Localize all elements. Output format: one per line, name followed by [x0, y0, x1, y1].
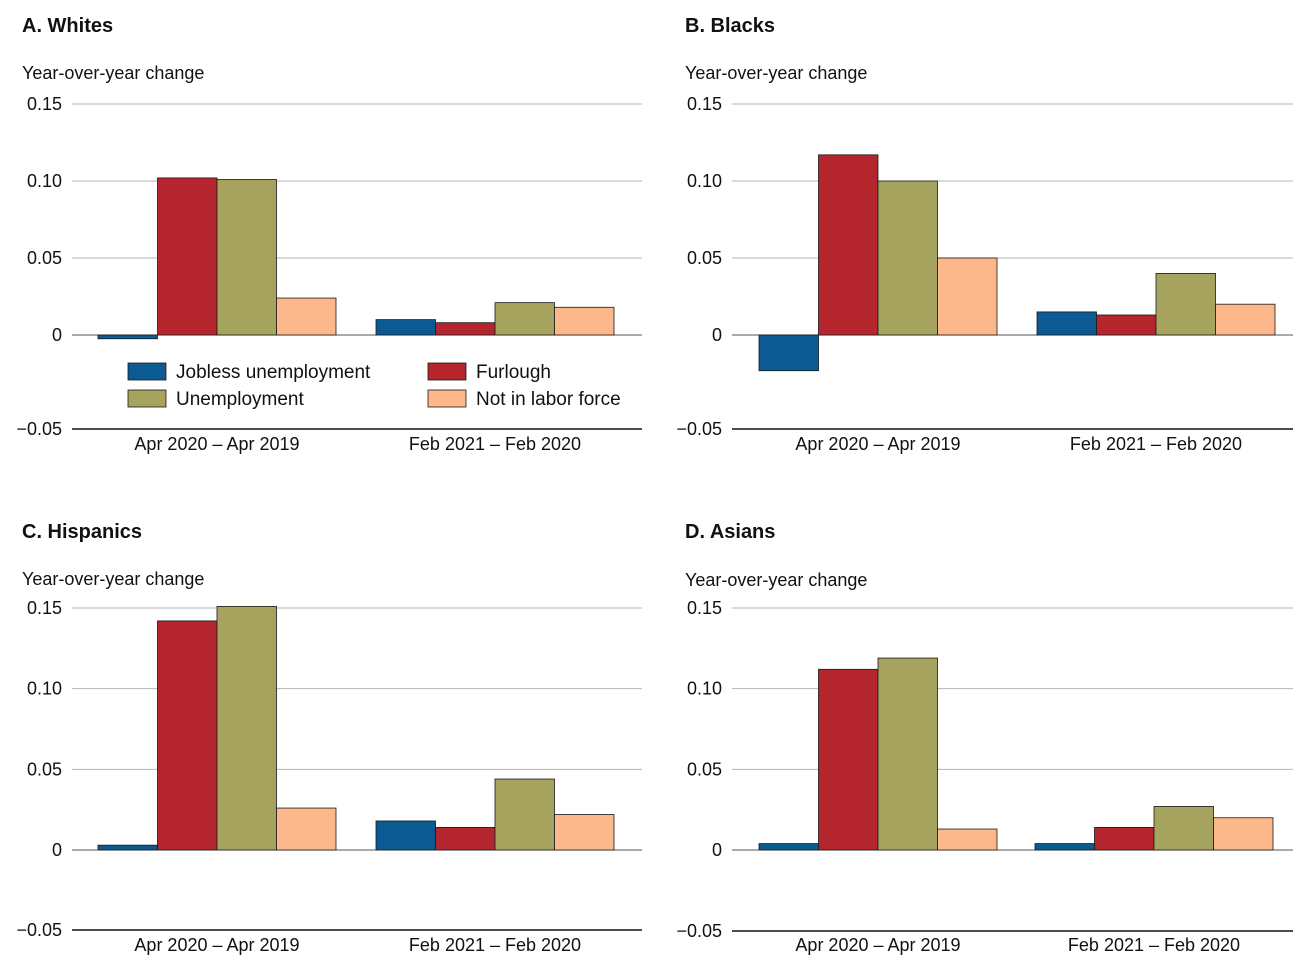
bar-nilf [937, 257, 998, 336]
bar-jobless [758, 843, 819, 851]
panel-title: A. Whites [22, 15, 113, 37]
bar-jobless [1036, 311, 1097, 336]
bar-furlough [818, 154, 879, 336]
legend: Jobless unemployment Furlough Unemployment… [127, 362, 621, 410]
x-category-label: Apr 2020 – Apr 2019 [795, 935, 960, 955]
bar-furlough [818, 668, 879, 851]
bar-nilf [937, 828, 998, 851]
y-tick-label: 0.10 [687, 679, 722, 699]
x-category-label: Feb 2021 – Feb 2020 [1068, 935, 1240, 955]
bar-furlough [157, 620, 218, 851]
panel-title: D. Asians [685, 521, 775, 543]
y-tick-label: 0.10 [27, 171, 62, 191]
panel-title: B. Blacks [685, 15, 775, 37]
bar-furlough [1094, 827, 1155, 851]
bar-nilf [276, 807, 337, 851]
legend-label: Not in labor force [476, 389, 621, 410]
y-tick-label: 0.15 [687, 94, 722, 114]
y-tick-label: 0.05 [687, 248, 722, 268]
bar-furlough [157, 177, 218, 336]
y-tick-label: 0.10 [27, 679, 62, 699]
bar-jobless [97, 844, 158, 851]
legend-label: Unemployment [176, 389, 304, 410]
y-tick-label: 0.05 [687, 759, 722, 779]
bar-unemployment [877, 180, 938, 336]
bar-unemployment [494, 778, 555, 851]
legend-label: Jobless unemployment [176, 362, 371, 383]
y-tick-label: 0.05 [27, 759, 62, 779]
x-category-label: Feb 2021 – Feb 2020 [1070, 434, 1242, 454]
chart-panel-2: B. Blacks Year-over-year change 0.15 0.10 0.… [676, 15, 1293, 454]
y-axis-label: Year-over-year change [685, 63, 867, 83]
y-tick-label: 0.10 [687, 171, 722, 191]
bar-furlough [1096, 314, 1157, 336]
x-category-label: Feb 2021 – Feb 2020 [409, 935, 581, 955]
bar-nilf [1213, 817, 1274, 851]
bar-unemployment [494, 302, 555, 336]
y-tick-label: 0 [712, 325, 722, 345]
bar-furlough [435, 322, 496, 336]
legend-swatch-jobless [127, 362, 167, 381]
x-category-label: Apr 2020 – Apr 2019 [134, 935, 299, 955]
y-tick-label: 0.05 [27, 248, 62, 268]
x-category-label: Apr 2020 – Apr 2019 [795, 434, 960, 454]
bar-unemployment [216, 605, 277, 851]
bar-furlough [435, 827, 496, 851]
bar-unemployment [216, 179, 277, 336]
x-category-label: Feb 2021 – Feb 2020 [409, 434, 581, 454]
y-tick-label: −0.05 [16, 419, 62, 439]
y-tick-label: −0.05 [676, 921, 722, 941]
chart-panel-1: A. Whites Year-over-year change 0.15 0.10 0.… [16, 15, 642, 454]
bar-jobless [375, 820, 436, 851]
y-tick-label: −0.05 [676, 419, 722, 439]
y-tick-label: 0.15 [687, 598, 722, 618]
chart-panel-3: C. Hispanics Year-over-year change 0.15 0.1… [16, 521, 642, 955]
legend-swatch-nilf [427, 389, 467, 408]
y-tick-label: 0 [52, 325, 62, 345]
legend-swatch-unemployment [127, 389, 167, 408]
y-axis-label: Year-over-year change [22, 569, 204, 589]
y-tick-label: −0.05 [16, 920, 62, 940]
bar-unemployment [877, 657, 938, 851]
panel-title: C. Hispanics [22, 521, 142, 543]
y-tick-label: 0 [52, 840, 62, 860]
y-axis-label: Year-over-year change [22, 63, 204, 83]
y-tick-label: 0 [712, 840, 722, 860]
bar-jobless [1034, 843, 1095, 851]
y-tick-label: 0.15 [27, 598, 62, 618]
bar-jobless [375, 319, 436, 336]
bar-nilf [554, 306, 615, 336]
y-axis-label: Year-over-year change [685, 570, 867, 590]
bar-nilf [276, 297, 337, 336]
bar-jobless [758, 334, 819, 372]
legend-swatch-furlough [427, 362, 467, 381]
legend-label: Furlough [476, 362, 551, 383]
bar-jobless [97, 334, 158, 340]
x-category-label: Apr 2020 – Apr 2019 [134, 434, 299, 454]
bar-unemployment [1153, 806, 1214, 851]
bar-unemployment [1155, 272, 1216, 336]
bar-nilf [1215, 303, 1276, 336]
bar-nilf [554, 814, 615, 851]
chart-panel-4: D. Asians Year-over-year change 0.15 0.10 0.… [676, 521, 1293, 955]
y-tick-label: 0.15 [27, 94, 62, 114]
